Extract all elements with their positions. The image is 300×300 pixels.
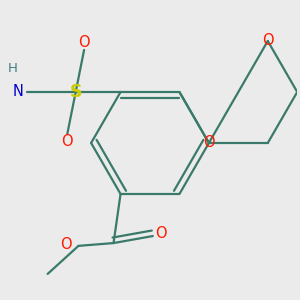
Text: O: O bbox=[155, 226, 167, 241]
Text: S: S bbox=[69, 83, 82, 101]
Text: O: O bbox=[78, 35, 90, 50]
Text: H: H bbox=[8, 62, 17, 75]
Text: N: N bbox=[13, 85, 24, 100]
Text: O: O bbox=[60, 237, 71, 252]
Text: O: O bbox=[203, 136, 215, 151]
Text: O: O bbox=[262, 34, 274, 49]
Text: O: O bbox=[61, 134, 73, 148]
